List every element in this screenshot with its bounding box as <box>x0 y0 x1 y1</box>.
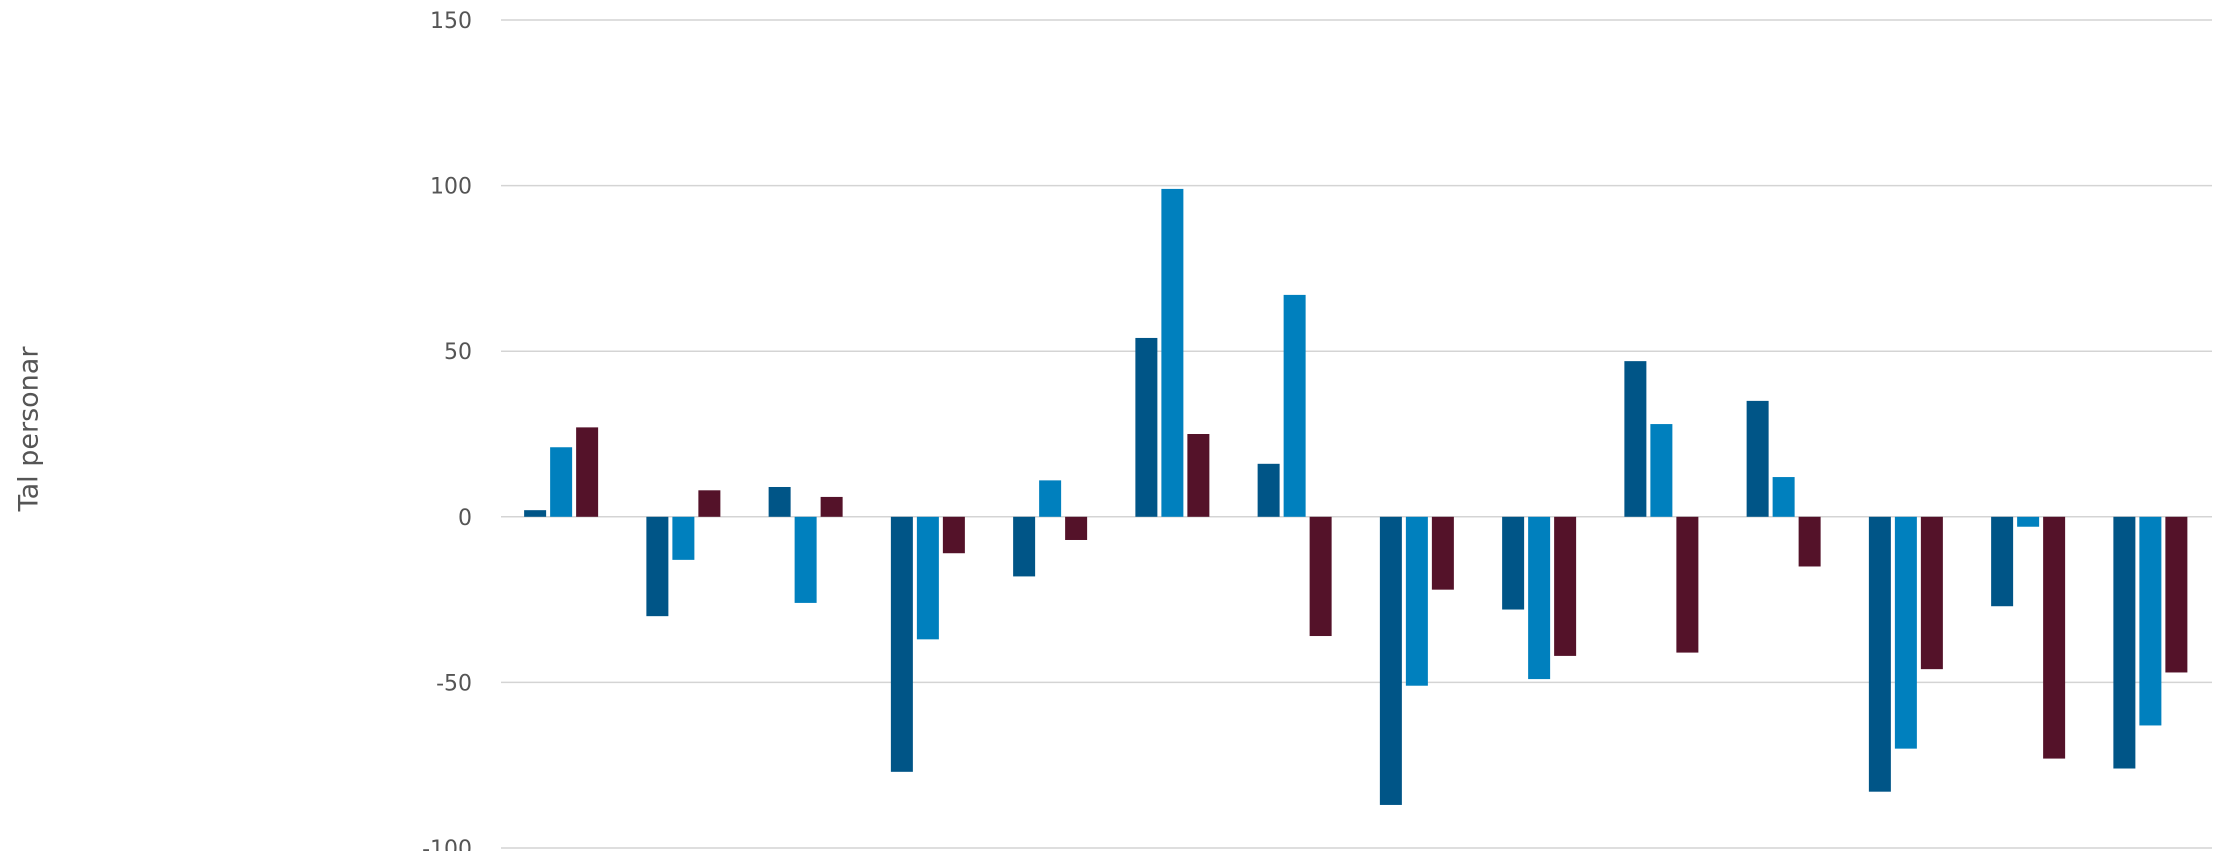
bar <box>1309 516 1332 637</box>
bars <box>524 188 2188 805</box>
bar <box>820 496 843 517</box>
bar <box>2139 516 2162 726</box>
bar <box>1554 516 1577 656</box>
bar <box>1039 480 1062 517</box>
bar <box>1772 477 1795 517</box>
bar <box>524 510 547 517</box>
bar <box>1868 516 1891 792</box>
y-tick-label: -50 <box>436 671 472 696</box>
bar <box>890 516 913 772</box>
bar <box>1065 516 1088 540</box>
bar <box>1502 516 1525 610</box>
bar <box>1624 361 1647 517</box>
bar <box>1746 400 1769 517</box>
bar <box>646 516 669 617</box>
bar <box>576 427 599 517</box>
bar <box>1650 424 1673 517</box>
y-tick-label: 150 <box>430 9 472 34</box>
bar <box>1798 516 1821 567</box>
bar <box>1920 516 1943 670</box>
gridlines <box>501 19 2212 849</box>
bar <box>1187 434 1210 517</box>
bar <box>1431 516 1454 590</box>
bar <box>1379 516 1402 805</box>
bar <box>1528 516 1551 680</box>
bar <box>1135 337 1158 517</box>
y-axis-label: Tal personar <box>14 346 45 513</box>
bar <box>916 516 939 640</box>
y-tick-label: 100 <box>430 175 472 200</box>
y-tick-label: 50 <box>444 340 472 365</box>
bar <box>794 516 817 603</box>
bar <box>942 516 965 554</box>
y-tick-label: 0 <box>458 506 472 531</box>
bar <box>1257 463 1280 517</box>
bar <box>1013 516 1036 577</box>
bar <box>1991 516 2014 607</box>
bar <box>2017 516 2040 527</box>
y-axis-ticks: 150 100 50 0 -50 -100 <box>422 9 472 851</box>
bar <box>1894 516 1917 749</box>
bar <box>1161 188 1184 517</box>
bar <box>2113 516 2136 769</box>
bar <box>1405 516 1428 686</box>
bar <box>550 447 573 517</box>
bar <box>1676 516 1699 653</box>
bar <box>768 486 791 517</box>
bar <box>2043 516 2066 759</box>
bar <box>1283 294 1306 517</box>
bar <box>698 490 721 517</box>
bar <box>672 516 695 560</box>
bar <box>2165 516 2188 673</box>
y-tick-label: -100 <box>422 837 472 851</box>
